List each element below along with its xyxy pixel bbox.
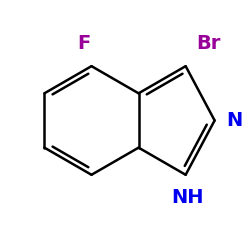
Text: NH: NH: [171, 188, 204, 207]
Text: F: F: [78, 34, 91, 52]
Text: Br: Br: [196, 34, 221, 52]
Text: N: N: [226, 111, 243, 130]
